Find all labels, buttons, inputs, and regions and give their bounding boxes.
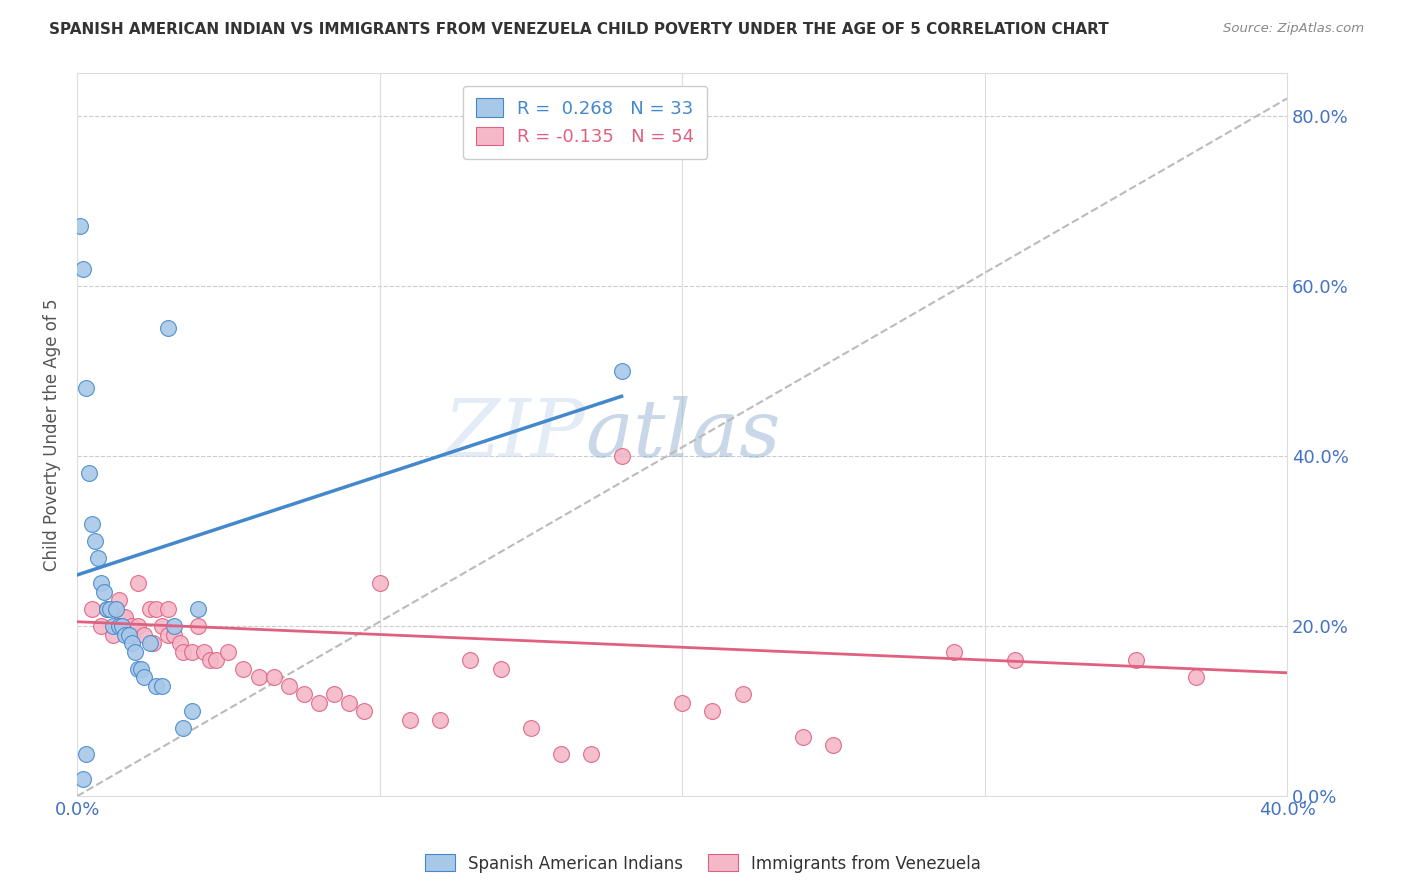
Point bbox=[77, 466, 100, 480]
Text: SPANISH AMERICAN INDIAN VS IMMIGRANTS FROM VENEZUELA CHILD POVERTY UNDER THE AGE: SPANISH AMERICAN INDIAN VS IMMIGRANTS FR… bbox=[49, 22, 1109, 37]
Point bbox=[121, 636, 143, 650]
Point bbox=[127, 661, 149, 675]
Point bbox=[232, 661, 254, 675]
Point bbox=[145, 602, 167, 616]
Point bbox=[163, 619, 186, 633]
Point bbox=[550, 747, 572, 761]
Point bbox=[96, 602, 118, 616]
Point bbox=[581, 747, 603, 761]
Point bbox=[87, 550, 110, 565]
Point bbox=[353, 704, 375, 718]
Point bbox=[90, 576, 112, 591]
Point bbox=[121, 619, 143, 633]
Point bbox=[69, 219, 91, 234]
Point bbox=[98, 602, 121, 616]
Point bbox=[277, 679, 299, 693]
Point bbox=[323, 687, 346, 701]
Point bbox=[263, 670, 285, 684]
Point bbox=[84, 533, 107, 548]
Point bbox=[308, 696, 330, 710]
Point bbox=[132, 670, 155, 684]
Point bbox=[129, 661, 152, 675]
Point bbox=[187, 619, 209, 633]
Point bbox=[671, 696, 693, 710]
Text: Source: ZipAtlas.com: Source: ZipAtlas.com bbox=[1223, 22, 1364, 36]
Point bbox=[823, 738, 845, 752]
Point bbox=[792, 730, 814, 744]
Point bbox=[156, 602, 179, 616]
Legend: R =  0.268   N = 33, R = -0.135   N = 54: R = 0.268 N = 33, R = -0.135 N = 54 bbox=[464, 86, 707, 159]
Point bbox=[90, 619, 112, 633]
Point bbox=[156, 627, 179, 641]
Point bbox=[82, 602, 104, 616]
Point bbox=[292, 687, 315, 701]
Point bbox=[127, 619, 149, 633]
Point bbox=[145, 679, 167, 693]
Point bbox=[610, 364, 633, 378]
Point bbox=[142, 636, 165, 650]
Point bbox=[1125, 653, 1147, 667]
Text: ZIP: ZIP bbox=[443, 396, 585, 474]
Point bbox=[247, 670, 270, 684]
Point bbox=[156, 321, 179, 335]
Point bbox=[108, 619, 131, 633]
Point bbox=[150, 619, 173, 633]
Point bbox=[429, 713, 451, 727]
Text: atlas: atlas bbox=[585, 396, 780, 474]
Point bbox=[72, 261, 94, 276]
Point bbox=[124, 644, 146, 658]
Point bbox=[111, 619, 134, 633]
Y-axis label: Child Poverty Under the Age of 5: Child Poverty Under the Age of 5 bbox=[44, 298, 60, 571]
Point bbox=[187, 602, 209, 616]
Point bbox=[75, 381, 97, 395]
Point bbox=[181, 644, 204, 658]
Point bbox=[163, 627, 186, 641]
Point bbox=[181, 704, 204, 718]
Point bbox=[368, 576, 391, 591]
Point bbox=[93, 585, 115, 599]
Point bbox=[172, 721, 194, 735]
Point bbox=[193, 644, 215, 658]
Point bbox=[103, 619, 125, 633]
Point bbox=[460, 653, 482, 667]
Point bbox=[169, 636, 191, 650]
Point bbox=[702, 704, 724, 718]
Point bbox=[114, 627, 136, 641]
Point bbox=[489, 661, 512, 675]
Point bbox=[337, 696, 360, 710]
Point bbox=[172, 644, 194, 658]
Point bbox=[117, 627, 139, 641]
Point bbox=[610, 449, 633, 463]
Point bbox=[103, 627, 125, 641]
Point bbox=[198, 653, 221, 667]
Point bbox=[75, 747, 97, 761]
Point bbox=[398, 713, 420, 727]
Point bbox=[1185, 670, 1208, 684]
Point bbox=[520, 721, 543, 735]
Point bbox=[82, 516, 104, 531]
Point bbox=[1004, 653, 1026, 667]
Point bbox=[72, 772, 94, 786]
Point bbox=[138, 602, 160, 616]
Point bbox=[121, 627, 143, 641]
Point bbox=[108, 593, 131, 607]
Point bbox=[111, 610, 134, 624]
Point bbox=[943, 644, 966, 658]
Point bbox=[217, 644, 239, 658]
Point bbox=[96, 602, 118, 616]
Point bbox=[127, 576, 149, 591]
Point bbox=[138, 636, 160, 650]
Point bbox=[114, 610, 136, 624]
Point bbox=[205, 653, 228, 667]
Legend: Spanish American Indians, Immigrants from Venezuela: Spanish American Indians, Immigrants fro… bbox=[418, 847, 988, 880]
Point bbox=[731, 687, 754, 701]
Point bbox=[132, 627, 155, 641]
Point bbox=[105, 602, 128, 616]
Point bbox=[150, 679, 173, 693]
